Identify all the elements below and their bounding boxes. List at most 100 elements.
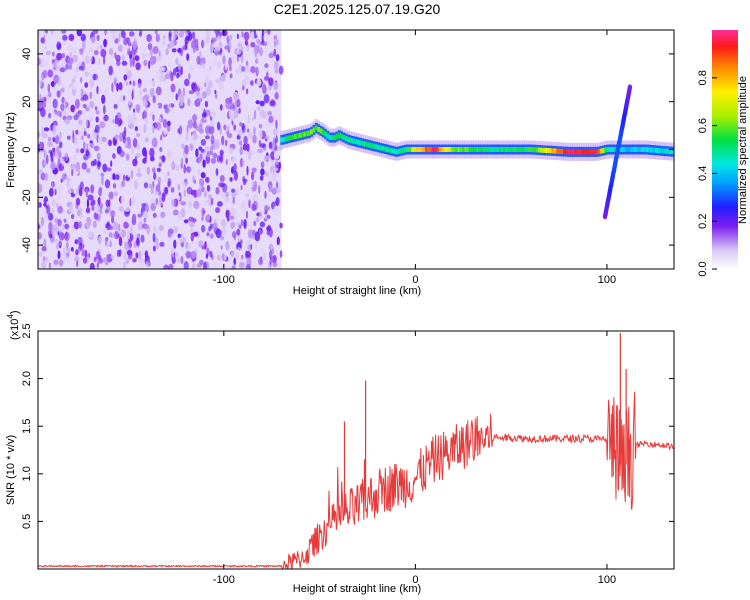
noise-blob (250, 80, 254, 86)
noise-blob (276, 236, 280, 246)
noise-blob (45, 30, 49, 35)
noise-blob (164, 186, 169, 195)
noise-blob (68, 44, 72, 53)
noise-blob (72, 82, 77, 90)
ridge-core (296, 133, 300, 139)
noise-blob (95, 251, 100, 260)
noise-blob (130, 189, 135, 197)
noise-blob (52, 98, 58, 109)
ridge-core (436, 147, 440, 152)
ridge-core (668, 149, 672, 154)
ridge-core (333, 135, 337, 141)
noise-blob (270, 99, 275, 106)
noise-blob (120, 195, 126, 205)
noise-blob (81, 249, 86, 257)
noise-blob (193, 200, 200, 210)
noise-blob (183, 164, 186, 174)
noise-blob (66, 181, 70, 189)
noise-blob (85, 188, 89, 198)
noise-blob (103, 38, 107, 48)
ridge-core (572, 149, 576, 155)
snr-y-ticks: 0.5 1.0 1.5 2.0 2.5 (21, 323, 674, 529)
noise-blob (201, 207, 205, 217)
noise-blob (54, 84, 57, 90)
noise-blob (200, 172, 206, 179)
ridge-core (459, 147, 463, 152)
noise-blob (134, 126, 138, 132)
noise-blob (176, 72, 180, 79)
ridge-core (374, 144, 378, 150)
noise-blob (113, 104, 118, 109)
noise-blob (52, 147, 55, 152)
noise-blob (131, 217, 137, 226)
noise-blob (141, 203, 147, 208)
ridge-core (620, 147, 624, 152)
noise-blob (72, 54, 78, 63)
noise-blob (210, 157, 217, 164)
noise-blob (273, 205, 279, 215)
colorbar: 0.0 0.2 0.4 0.6 0.8 Normalized spectral ampl… (697, 30, 749, 277)
noise-blob (219, 149, 224, 156)
ridge-core (632, 147, 635, 152)
noise-blob (149, 48, 153, 57)
noise-blob (110, 172, 113, 181)
noise-blob (182, 87, 185, 97)
noise-blob (273, 48, 277, 57)
noise-blob (245, 210, 249, 219)
noise-blob (159, 66, 166, 71)
noise-blob (264, 63, 269, 69)
noise-blob (136, 144, 141, 150)
noise-blob (81, 135, 84, 141)
noise-blob (223, 124, 227, 131)
noise-blob (191, 40, 196, 49)
ridge-core (501, 147, 504, 152)
noise-blob (90, 55, 93, 63)
noise-blob (243, 180, 246, 186)
noise-blob (78, 221, 82, 229)
noise-blob (45, 154, 49, 165)
noise-blob (215, 228, 222, 239)
noise-blob (204, 100, 208, 108)
noise-blob (145, 261, 150, 268)
noise-blob (127, 142, 132, 149)
ridge-core (533, 147, 537, 153)
noise-blob (272, 254, 277, 262)
noise-blob (106, 221, 110, 227)
noise-blob (41, 71, 45, 81)
ridge-core (455, 147, 458, 152)
noise-blob (185, 35, 190, 41)
x-tick-label: 0 (412, 574, 418, 586)
colorbar-tick-label: 0.0 (697, 261, 709, 276)
noise-blob (178, 93, 185, 104)
noise-blob (259, 199, 264, 207)
ridge-core (457, 147, 461, 152)
noise-blob (103, 227, 108, 234)
noise-blob (65, 175, 69, 181)
ridge-core (505, 147, 509, 152)
noise-blob (201, 224, 206, 233)
noise-blob (183, 219, 189, 224)
ridge-core (586, 149, 589, 155)
noise-blob (40, 141, 45, 151)
snr-x-label: Height of straight line (km) (293, 583, 421, 595)
noise-blob (138, 250, 142, 260)
ridge-core (314, 125, 318, 131)
noise-blob (225, 100, 231, 110)
noise-blob (244, 39, 248, 46)
snr-panel: -100 0 100 0.5 1.0 1.5 2.0 2.5 Height of strai… (5, 310, 675, 595)
noise-blob (119, 150, 125, 158)
noise-blob (144, 119, 149, 124)
noise-blob (217, 254, 221, 261)
noise-blob (155, 33, 160, 43)
noise-blob (118, 236, 123, 247)
ridge-core (415, 147, 419, 152)
noise-blob (132, 80, 136, 87)
ridge-core (471, 147, 475, 152)
noise-blob (173, 225, 179, 234)
noise-blob (210, 145, 214, 154)
noise-blob (275, 54, 280, 62)
ridge-core (452, 147, 456, 152)
noise-blob (154, 30, 158, 35)
noise-blob (259, 175, 264, 181)
noise-blob (256, 216, 259, 223)
